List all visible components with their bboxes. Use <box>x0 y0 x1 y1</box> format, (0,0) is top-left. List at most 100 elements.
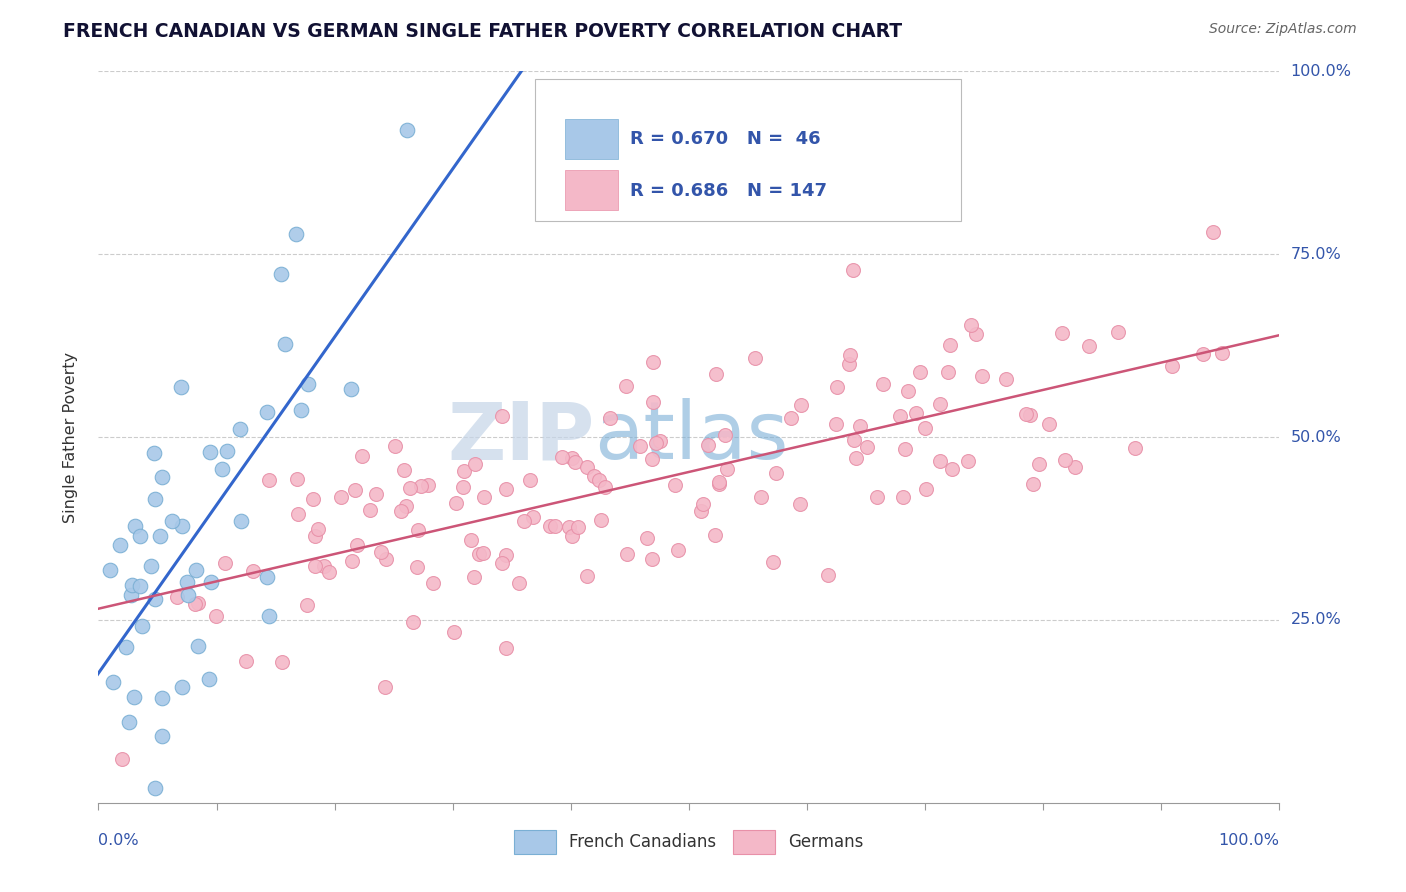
Point <box>411 479 433 493</box>
Point <box>471 546 494 560</box>
Point <box>1053 453 1076 467</box>
Point <box>789 497 811 511</box>
Point <box>636 532 658 546</box>
Point <box>214 556 236 570</box>
Point <box>302 491 325 506</box>
Point <box>451 479 474 493</box>
Point <box>599 411 621 425</box>
Point <box>765 466 787 480</box>
Point <box>343 483 366 497</box>
Text: 100.0%: 100.0% <box>1291 64 1351 78</box>
Point <box>641 552 664 566</box>
Point <box>959 318 981 332</box>
Point <box>551 450 574 464</box>
Text: Source: ZipAtlas.com: Source: ZipAtlas.com <box>1209 22 1357 37</box>
Point <box>508 576 530 591</box>
Point <box>422 576 444 591</box>
Point <box>519 473 541 487</box>
Text: 75.0%: 75.0% <box>1291 247 1341 261</box>
Point <box>1125 441 1147 455</box>
Point <box>703 528 725 542</box>
Point <box>1077 339 1099 353</box>
Point <box>495 640 517 655</box>
Point <box>564 455 586 469</box>
Point <box>139 558 162 573</box>
Point <box>894 442 917 456</box>
Point <box>522 509 544 524</box>
Point <box>176 575 198 590</box>
Point <box>908 365 931 379</box>
Point <box>643 355 665 369</box>
Point <box>749 491 772 505</box>
Point <box>198 445 221 459</box>
Point <box>143 492 166 507</box>
Point <box>838 357 860 371</box>
Point <box>666 542 689 557</box>
Point <box>149 529 172 543</box>
Point <box>395 123 418 137</box>
Point <box>256 569 278 583</box>
Point <box>472 490 495 504</box>
Point <box>111 752 134 766</box>
Point <box>616 547 638 561</box>
Point <box>825 417 848 431</box>
Point <box>143 781 166 796</box>
Point <box>200 575 222 590</box>
Point <box>172 519 194 533</box>
Point <box>375 552 398 566</box>
Point <box>707 476 730 491</box>
Point <box>274 336 297 351</box>
Point <box>512 514 534 528</box>
Point <box>170 380 193 394</box>
Point <box>172 680 194 694</box>
Point <box>939 338 962 352</box>
Point <box>184 563 207 577</box>
Point <box>842 262 865 277</box>
Y-axis label: Single Father Poverty: Single Father Poverty <box>63 351 77 523</box>
Point <box>150 470 173 484</box>
Point <box>307 522 329 536</box>
Point <box>825 379 848 393</box>
Point <box>103 675 125 690</box>
Point <box>995 372 1018 386</box>
Point <box>583 469 606 483</box>
Point <box>576 569 599 583</box>
Point <box>970 368 993 383</box>
Point <box>217 444 239 458</box>
Text: atlas: atlas <box>595 398 789 476</box>
Point <box>131 619 153 633</box>
Point <box>790 398 813 412</box>
Point <box>714 428 737 442</box>
Point <box>762 555 785 569</box>
Point <box>259 473 281 487</box>
Point <box>444 496 467 510</box>
Point <box>197 672 219 686</box>
Text: R = 0.670   N =  46: R = 0.670 N = 46 <box>630 130 821 148</box>
Point <box>416 478 439 492</box>
Text: ZIP: ZIP <box>447 398 595 476</box>
Point <box>406 523 429 537</box>
Text: 0.0%: 0.0% <box>98 833 139 848</box>
Point <box>384 439 406 453</box>
Point <box>229 422 252 436</box>
Point <box>350 449 373 463</box>
Point <box>643 394 665 409</box>
Point <box>889 409 911 424</box>
Point <box>124 519 146 533</box>
Point <box>1202 225 1225 239</box>
Point <box>366 487 388 501</box>
Point <box>817 568 839 582</box>
Point <box>495 483 517 497</box>
Point <box>150 729 173 743</box>
FancyBboxPatch shape <box>565 119 619 159</box>
Point <box>928 397 950 411</box>
Point <box>575 460 598 475</box>
Point <box>183 597 205 611</box>
Point <box>1021 477 1043 491</box>
Point <box>628 439 651 453</box>
Point <box>129 529 152 543</box>
Point <box>187 596 209 610</box>
Point <box>187 640 209 654</box>
Point <box>204 608 226 623</box>
Point <box>389 504 412 518</box>
